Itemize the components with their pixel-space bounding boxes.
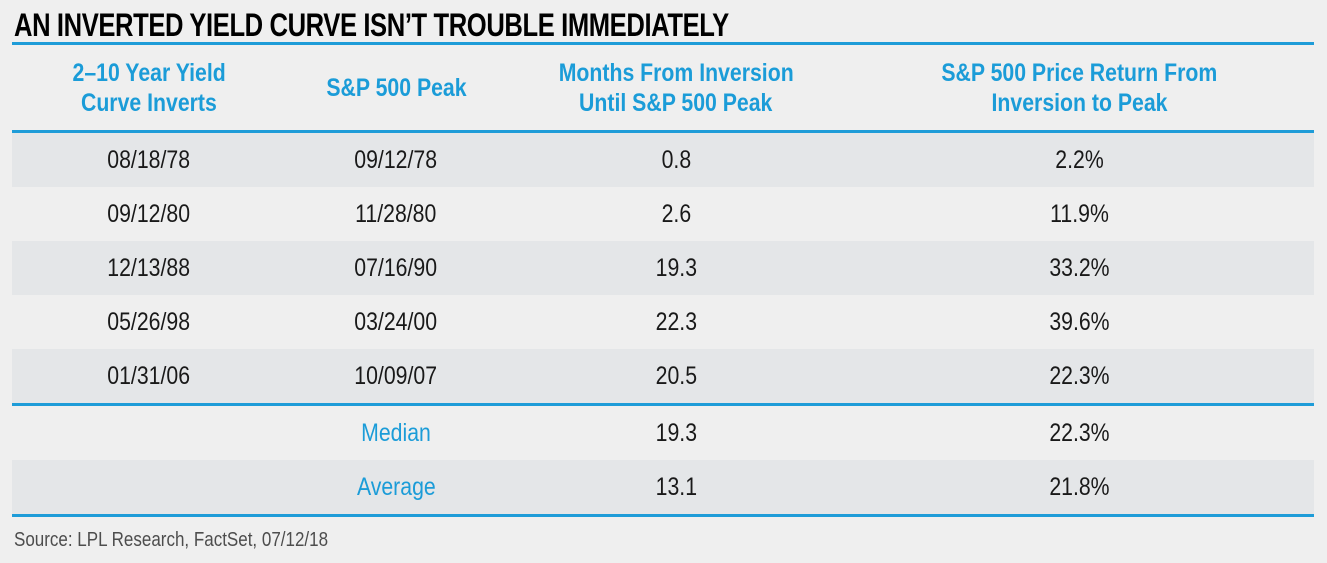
- cell-empty: [12, 406, 285, 460]
- cell-price-return: 22.3%: [1049, 361, 1110, 390]
- cell-sp500-peak: 03/24/00: [354, 307, 438, 336]
- source-band: Source: LPL Research, FactSet, 07/12/18: [12, 517, 1314, 563]
- summary-label: Median: [361, 418, 431, 447]
- cell-months-to-peak: 20.5: [655, 361, 697, 390]
- cell-inversion-date: 09/12/80: [107, 199, 191, 228]
- cell-months-to-peak: 19.3: [655, 253, 697, 282]
- column-header-line: Curve Inverts: [80, 88, 217, 117]
- column-header-months-to-peak: Months From Inversion Until S&P 500 Peak: [507, 45, 846, 130]
- cell-price-return: 2.2%: [1055, 145, 1104, 174]
- divider-summary: [12, 403, 1314, 406]
- page-title: AN INVERTED YIELD CURVE ISN’T TROUBLE IM…: [14, 7, 729, 43]
- column-header-sp500-peak: S&P 500 Peak: [285, 45, 506, 130]
- divider-bottom: [12, 514, 1314, 517]
- cell-price-return: 39.6%: [1049, 307, 1110, 336]
- table-row: 01/31/06 10/09/07 20.5 22.3%: [12, 349, 1314, 403]
- cell-months-to-peak: 0.8: [661, 145, 691, 174]
- cell-inversion-date: 08/18/78: [107, 145, 191, 174]
- source-note: Source: LPL Research, FactSet, 07/12/18: [14, 528, 329, 551]
- cell-price-return: 11.9%: [1050, 199, 1109, 228]
- cell-sp500-peak: 11/28/80: [355, 199, 437, 228]
- cell-sp500-peak: 09/12/78: [354, 145, 438, 174]
- column-header-line: Inversion to Peak: [991, 88, 1168, 117]
- cell-inversion-date: 01/31/06: [107, 361, 191, 390]
- cell-empty: [12, 460, 285, 514]
- cell-months-to-peak: 13.1: [655, 472, 697, 501]
- cell-sp500-peak: 10/09/07: [354, 361, 438, 390]
- cell-price-return: 33.2%: [1049, 253, 1110, 282]
- cell-price-return: 22.3%: [1049, 418, 1110, 447]
- table-row: 08/18/78 09/12/78 0.8 2.2%: [12, 133, 1314, 187]
- summary-label: Average: [356, 472, 436, 501]
- column-header-line: S&P 500 Peak: [325, 73, 467, 102]
- table-header-row: 2–10 Year Yield Curve Inverts S&P 500 Pe…: [12, 45, 1314, 130]
- table-row: 05/26/98 03/24/00 22.3 39.6%: [12, 295, 1314, 349]
- cell-inversion-date: 05/26/98: [107, 307, 191, 336]
- column-header-line: Months From Inversion: [558, 58, 794, 87]
- cell-months-to-peak: 22.3: [655, 307, 697, 336]
- column-header-inversion-date: 2–10 Year Yield Curve Inverts: [12, 45, 285, 130]
- cell-inversion-date: 12/13/88: [107, 253, 191, 282]
- cell-price-return: 21.8%: [1049, 472, 1110, 501]
- table-row: 12/13/88 07/16/90 19.3 33.2%: [12, 241, 1314, 295]
- title-band: AN INVERTED YIELD CURVE ISN’T TROUBLE IM…: [12, 0, 1314, 42]
- divider-top: [12, 42, 1314, 45]
- column-header-line: 2–10 Year Yield: [72, 58, 226, 87]
- column-header-price-return: S&P 500 Price Return From Inversion to P…: [845, 45, 1314, 130]
- table-row: 09/12/80 11/28/80 2.6 11.9%: [12, 187, 1314, 241]
- divider-header: [12, 130, 1314, 133]
- cell-months-to-peak: 19.3: [655, 418, 697, 447]
- column-header-line: S&P 500 Price Return From: [941, 58, 1218, 87]
- column-header-line: Until S&P 500 Peak: [579, 88, 773, 117]
- summary-row-median: Median 19.3 22.3%: [12, 406, 1314, 460]
- cell-months-to-peak: 2.6: [661, 199, 691, 228]
- summary-row-average: Average 13.1 21.8%: [12, 460, 1314, 514]
- cell-sp500-peak: 07/16/90: [354, 253, 438, 282]
